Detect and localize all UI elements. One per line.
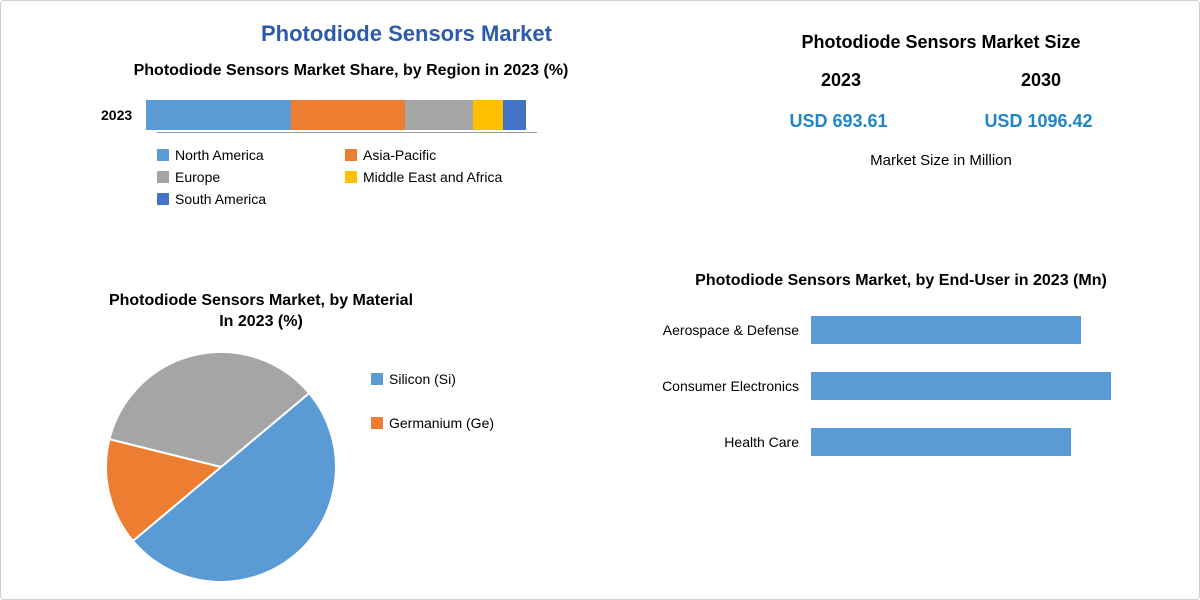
legend-swatch (157, 171, 169, 183)
legend-swatch (345, 171, 357, 183)
legend-item: Asia-Pacific (345, 147, 505, 163)
region-legend: North America Asia-Pacific Europe Middle Ea… (157, 147, 577, 207)
market-size-year-2: 2030 (1021, 70, 1061, 91)
end-user-row: Aerospace & Defense (641, 316, 1161, 344)
end-user-chart-title: Photodiode Sensors Market, by End-User i… (641, 271, 1161, 292)
region-segment (291, 100, 405, 130)
market-size-value-2: USD 1096.42 (984, 111, 1092, 132)
material-pie-chart: Photodiode Sensors Market, by Material I… (101, 291, 601, 587)
legend-swatch (157, 193, 169, 205)
region-segment (473, 100, 503, 130)
end-user-row: Health Care (641, 428, 1161, 456)
end-user-bar (811, 372, 1111, 400)
legend-swatch (157, 149, 169, 161)
region-chart-title: Photodiode Sensors Market Share, by Regi… (101, 61, 601, 82)
pie-svg (101, 347, 341, 587)
legend-label: South America (175, 191, 266, 207)
region-segment (146, 100, 290, 130)
legend-item: Europe (157, 169, 317, 185)
pie-chart-title: Photodiode Sensors Market, by Material I… (101, 291, 421, 333)
legend-item: North America (157, 147, 317, 163)
region-x-axis (157, 132, 537, 133)
region-share-chart: Photodiode Sensors Market Share, by Regi… (101, 61, 601, 207)
market-size-title: Photodiode Sensors Market Size (741, 31, 1141, 54)
region-year-label: 2023 (101, 107, 132, 123)
market-size-years: 2023 2030 (741, 70, 1141, 91)
market-size-value-1: USD 693.61 (789, 111, 887, 132)
market-size-unit: Market Size in Million (741, 152, 1141, 169)
legend-label: Asia-Pacific (363, 147, 436, 163)
legend-label: Silicon (Si) (389, 371, 456, 387)
legend-item: Silicon (Si) (371, 371, 531, 387)
region-segment (405, 100, 473, 130)
legend-swatch (345, 149, 357, 161)
legend-label: Europe (175, 169, 220, 185)
legend-swatch (371, 373, 383, 385)
end-user-bar (811, 428, 1071, 456)
market-size-panel: Photodiode Sensors Market Size 2023 2030… (741, 31, 1141, 169)
legend-label: North America (175, 147, 264, 163)
region-stacked-bar: 2023 (101, 100, 601, 130)
legend-item: South America (157, 191, 317, 207)
end-user-row: Consumer Electronics (641, 372, 1161, 400)
pie-legend: Silicon (Si) Germanium (Ge) (371, 347, 531, 431)
end-user-label: Aerospace & Defense (641, 322, 811, 338)
legend-label: Middle East and Africa (363, 169, 502, 185)
end-user-label: Consumer Electronics (641, 378, 811, 394)
legend-swatch (371, 417, 383, 429)
end-user-label: Health Care (641, 434, 811, 450)
region-segment (503, 100, 526, 130)
legend-item: Middle East and Africa (345, 169, 505, 185)
page-title: Photodiode Sensors Market (261, 21, 552, 47)
legend-item: Germanium (Ge) (371, 415, 531, 431)
market-size-year-1: 2023 (821, 70, 861, 91)
end-user-bar (811, 316, 1081, 344)
legend-label: Germanium (Ge) (389, 415, 494, 431)
end-user-chart: Photodiode Sensors Market, by End-User i… (641, 271, 1161, 484)
market-size-values: USD 693.61 USD 1096.42 (741, 111, 1141, 132)
